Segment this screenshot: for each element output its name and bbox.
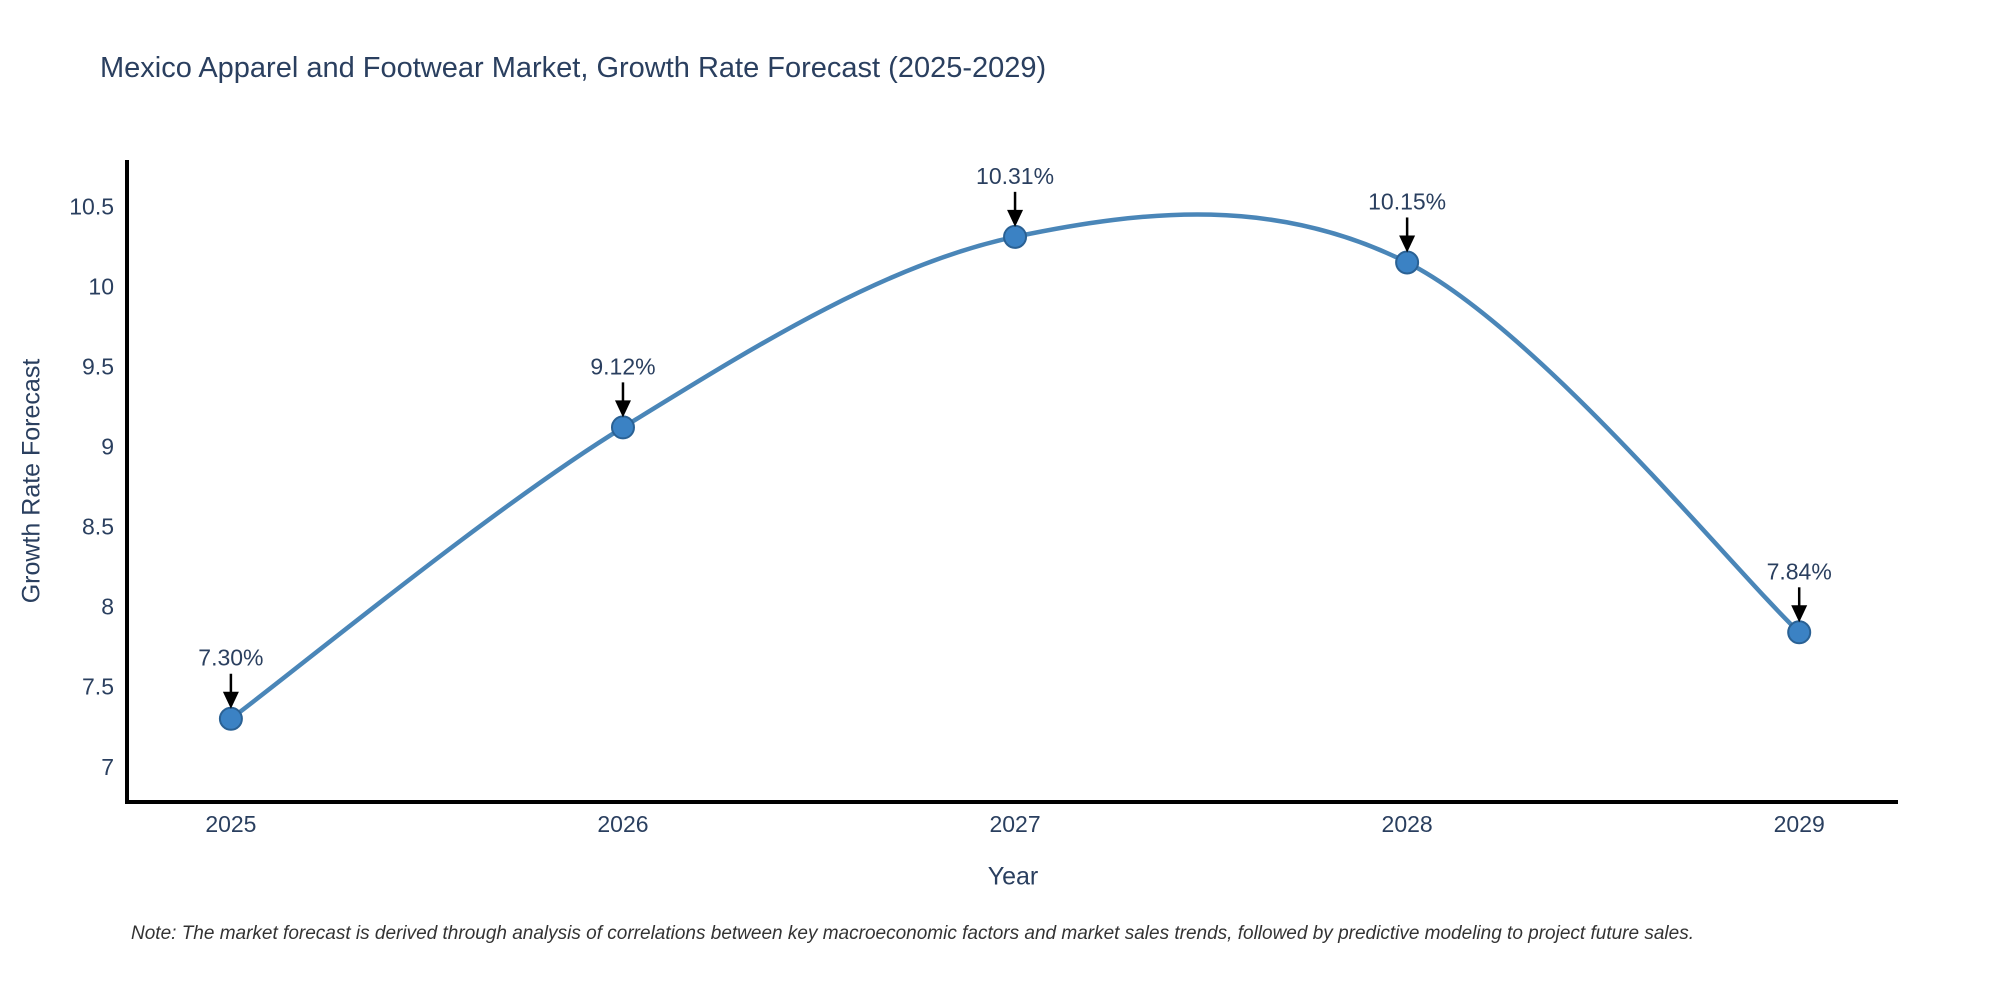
y-tick-label: 9 bbox=[101, 434, 114, 460]
annotation-arrowhead bbox=[222, 691, 239, 709]
annotation-arrowhead bbox=[1007, 209, 1024, 227]
annotation-label: 7.84% bbox=[1767, 558, 1832, 584]
y-tick-label: 8 bbox=[101, 594, 114, 620]
y-axis-label: Growth Rate Forecast bbox=[17, 358, 46, 604]
x-tick-label: 2027 bbox=[989, 811, 1040, 837]
x-tick-label: 2026 bbox=[597, 811, 648, 837]
annotation-arrowhead bbox=[614, 400, 631, 418]
chart-title: Mexico Apparel and Footwear Market, Grow… bbox=[100, 52, 1047, 84]
data-point-marker[interactable] bbox=[610, 415, 635, 440]
annotation-arrowhead bbox=[1399, 235, 1416, 253]
y-tick-label: 7 bbox=[101, 754, 114, 780]
annotation-label: 7.30% bbox=[198, 645, 263, 671]
data-point-marker[interactable] bbox=[1395, 250, 1420, 275]
x-axis-label: Year bbox=[987, 862, 1039, 891]
y-tick-label: 7.5 bbox=[82, 674, 114, 700]
y-tick-label: 9.5 bbox=[82, 354, 114, 380]
y-tick-label: 10.5 bbox=[69, 193, 114, 219]
annotation-label: 9.12% bbox=[590, 353, 655, 379]
annotation-label: 10.31% bbox=[976, 163, 1054, 189]
x-tick-label: 2028 bbox=[1382, 811, 1433, 837]
y-tick-label: 10 bbox=[88, 273, 114, 299]
forecast-line bbox=[228, 212, 1802, 721]
annotation-arrowhead bbox=[1791, 605, 1808, 623]
x-tick-label: 2025 bbox=[205, 811, 256, 837]
data-point-marker[interactable] bbox=[1787, 620, 1812, 645]
data-point-marker[interactable] bbox=[1003, 224, 1028, 249]
y-tick-label: 8.5 bbox=[82, 514, 114, 540]
x-tick-label: 2029 bbox=[1774, 811, 1825, 837]
footnote: Note: The market forecast is derived thr… bbox=[131, 923, 1694, 944]
annotation-label: 10.15% bbox=[1368, 188, 1446, 214]
data-point-marker[interactable] bbox=[218, 706, 243, 731]
